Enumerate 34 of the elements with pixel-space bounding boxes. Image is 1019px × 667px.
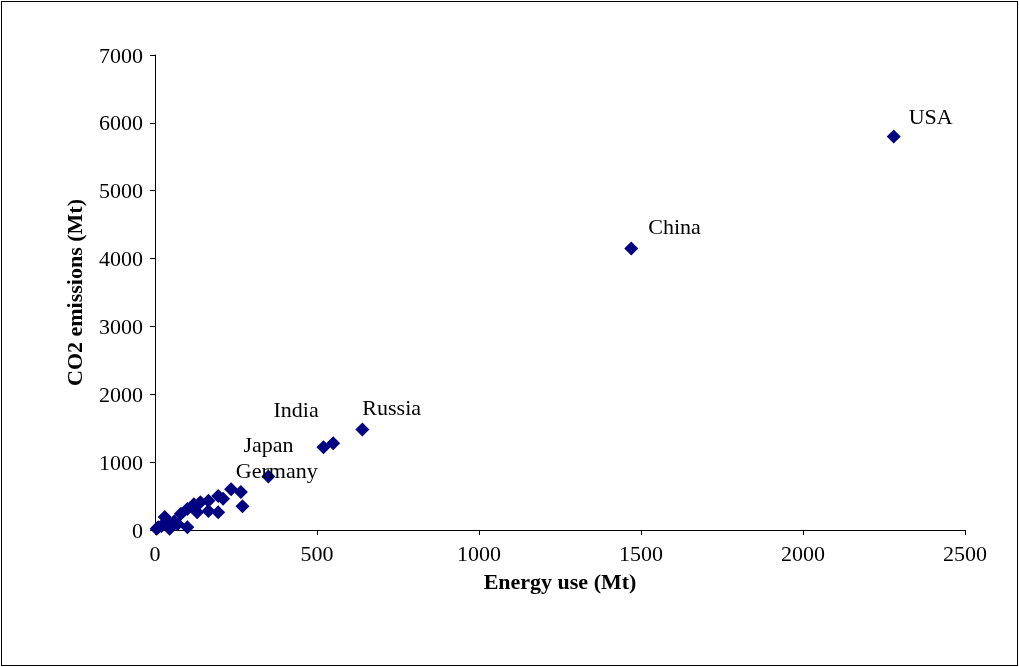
point — [316, 440, 331, 455]
point — [180, 520, 195, 535]
annotation: USA — [908, 103, 953, 129]
y-tick-label: 5000 — [99, 178, 143, 204]
point — [235, 499, 250, 514]
x-tick-label: 1500 — [619, 540, 663, 566]
point — [224, 482, 239, 497]
point — [201, 504, 216, 518]
annotation: Russia — [362, 395, 422, 421]
point — [233, 485, 248, 499]
point — [624, 241, 639, 256]
x-tick-label: 2500 — [943, 540, 987, 566]
y-tick-label: 4000 — [99, 246, 143, 272]
x-tick-label: 1000 — [457, 540, 501, 566]
point — [886, 129, 901, 144]
x-axis-title: Energy use (Mt) — [483, 568, 637, 594]
x-tick-label: 0 — [149, 540, 161, 566]
y-tick-label: 6000 — [99, 110, 143, 136]
annotation: India — [273, 396, 319, 422]
annotation: Germany — [235, 457, 318, 483]
x-tick-label: 500 — [300, 540, 334, 566]
y-tick-label: 7000 — [99, 42, 143, 68]
point — [190, 505, 205, 520]
point — [326, 436, 341, 451]
y-axis-title: CO2 emissions (Mt) — [61, 199, 87, 386]
point — [173, 506, 188, 521]
annotation: China — [648, 213, 702, 239]
y-tick-label: 3000 — [99, 313, 143, 339]
y-tick-label: 0 — [132, 517, 143, 543]
y-tick-label: 1000 — [99, 449, 143, 475]
x-tick-label: 2000 — [781, 540, 825, 566]
y-tick-label: 2000 — [99, 381, 143, 407]
annotation: Japan — [243, 431, 294, 457]
point — [355, 422, 370, 437]
